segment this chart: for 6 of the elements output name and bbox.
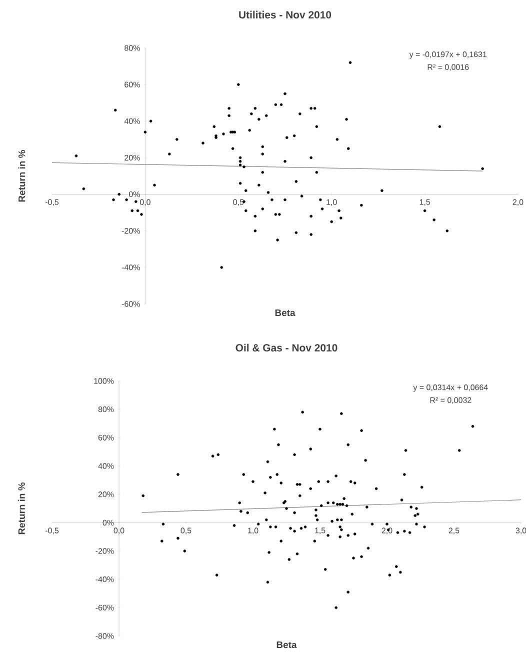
y-axis-title: Return in % <box>18 150 26 202</box>
chart-title: Oil & Gas - Nov 2010 <box>236 344 338 352</box>
x-axis-title: Beta <box>275 310 296 316</box>
chart-title: Utilities - Nov 2010 <box>239 10 332 18</box>
y-axis-title: Return in % <box>18 482 25 534</box>
x-axis-title: Beta <box>276 642 297 648</box>
